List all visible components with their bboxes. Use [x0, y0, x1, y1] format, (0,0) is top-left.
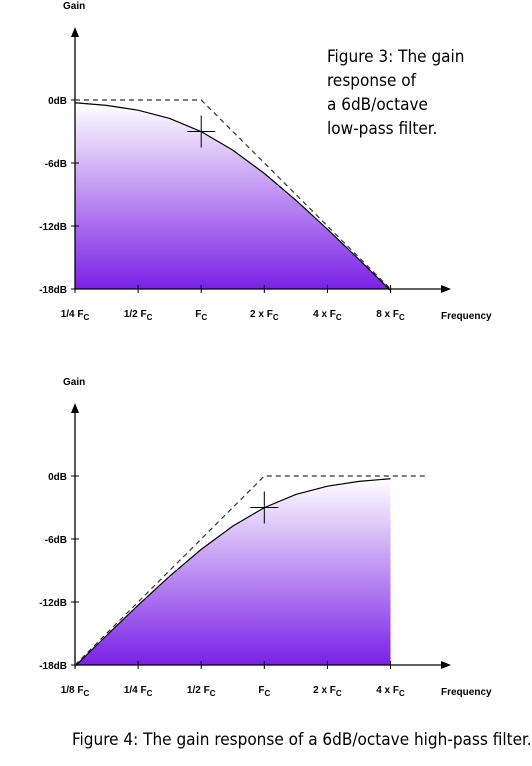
x-tick-label: 1/4 FC: [124, 685, 153, 698]
x-tick-subscript: C: [273, 313, 279, 322]
caption: Figure 4: The gain response of a 6dB/oct…: [72, 730, 532, 750]
x-tick-text: 1/4 F: [124, 685, 147, 696]
series-line: [74, 478, 391, 667]
x-tick-text: 1/2 F: [187, 685, 210, 696]
x-tick-label: 1/2 FC: [187, 685, 216, 698]
caption: Figure 3: The gain: [327, 47, 464, 67]
x-tick-text: 2 x F: [250, 309, 273, 320]
crosshair-marker: [250, 491, 279, 524]
x-tick-label: 2 x FC: [313, 685, 342, 698]
x-tick-subscript: C: [336, 313, 342, 322]
x-tick-text: 4 x F: [313, 309, 336, 320]
x-tick-subscript: C: [147, 313, 153, 322]
x-axis-arrow: [441, 661, 451, 669]
area-fill: [75, 478, 391, 667]
x-tick-label: FC: [258, 685, 270, 698]
y-tick-label: -12dB: [39, 222, 67, 233]
caption: a 6dB/octave: [327, 95, 428, 115]
y-axis-label: Gain: [63, 1, 85, 12]
y-axis-arrow: [71, 27, 79, 37]
x-tick-subscript: C: [210, 689, 216, 698]
x-tick-text: 8 x F: [376, 309, 399, 320]
x-tick-text: 1/2 F: [124, 309, 147, 320]
x-tick-text: 4 x F: [376, 685, 399, 696]
x-axis-arrow: [441, 285, 451, 293]
y-tick-label: -12dB: [39, 598, 67, 609]
x-tick-text: F: [195, 309, 201, 320]
x-tick-text: 1/8 F: [61, 685, 84, 696]
y-axis-label: Gain: [63, 377, 85, 388]
x-tick-subscript: C: [399, 313, 405, 322]
caption: low-pass filter.: [327, 119, 437, 139]
x-tick-subscript: C: [336, 689, 342, 698]
x-axis-label: Frequency: [441, 311, 492, 322]
area-fill: [75, 102, 391, 291]
x-tick-label: 4 x FC: [313, 309, 342, 322]
caption: response of: [327, 71, 417, 91]
y-tick-label: 0dB: [48, 96, 67, 107]
x-tick-subscript: C: [399, 689, 405, 698]
x-tick-label: 1/4 FC: [61, 309, 90, 322]
x-tick-label: 1/2 FC: [124, 309, 153, 322]
y-tick-label: -6dB: [45, 535, 67, 546]
x-tick-subscript: C: [201, 313, 207, 322]
x-tick-label: 1/8 FC: [61, 685, 90, 698]
x-tick-subscript: C: [147, 689, 153, 698]
crosshair-marker: [187, 115, 216, 148]
x-tick-text: 1/4 F: [61, 309, 84, 320]
y-tick-label: -18dB: [39, 285, 67, 296]
x-tick-subscript: C: [264, 689, 270, 698]
x-tick-label: 2 x FC: [250, 309, 279, 322]
x-tick-subscript: C: [84, 313, 90, 322]
y-tick-label: -18dB: [39, 661, 67, 672]
series-line: [75, 99, 391, 290]
x-tick-text: 2 x F: [313, 685, 336, 696]
x-tick-label: FC: [195, 309, 207, 322]
x-tick-subscript: C: [84, 689, 90, 698]
y-axis-arrow: [71, 403, 79, 413]
y-tick-label: -6dB: [45, 159, 67, 170]
x-tick-label: 8 x FC: [376, 309, 405, 322]
series-line: [74, 102, 391, 291]
x-tick-label: 4 x FC: [376, 685, 405, 698]
x-tick-text: F: [258, 685, 264, 696]
x-axis-label: Frequency: [441, 687, 492, 698]
y-tick-label: 0dB: [48, 472, 67, 483]
